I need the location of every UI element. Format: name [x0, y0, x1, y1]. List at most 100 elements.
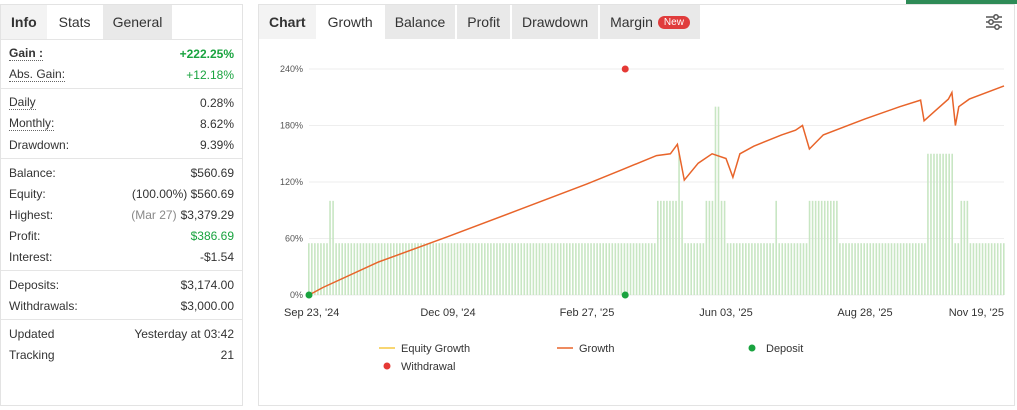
withdrawals-value: $3,000.00 [180, 298, 234, 313]
deposit-bar [717, 106, 720, 296]
deposit-bar [881, 243, 884, 295]
gain-label[interactable]: Gain : [9, 45, 44, 61]
deposit-bar [550, 243, 553, 295]
deposit-bar [751, 243, 753, 295]
deposit-bar [781, 243, 784, 295]
deposit-bar [626, 243, 629, 295]
deposit-bar [687, 243, 689, 295]
deposit-bar [514, 243, 516, 295]
deposit-bar [584, 243, 586, 295]
deposit-bar [984, 243, 987, 295]
x-tick-label: Feb 27, '25 [560, 307, 615, 319]
deposit-bar [438, 243, 441, 295]
deposit-bar [462, 243, 465, 295]
monthly-label[interactable]: Monthly: [9, 115, 55, 131]
deposit-bar [693, 243, 696, 295]
deposit-bar [741, 243, 744, 295]
deposit-bar [820, 200, 823, 295]
deposit-bar [644, 243, 647, 295]
deposit-bar [884, 243, 887, 295]
daily-label[interactable]: Daily [9, 94, 36, 110]
deposit-bar [529, 243, 532, 295]
deposit-bar [553, 243, 556, 295]
tab-info[interactable]: Info [1, 5, 47, 39]
deposit-bar [772, 243, 774, 295]
deposit-bar [936, 153, 938, 295]
deposit-bar [857, 243, 859, 295]
deposit-bar [796, 243, 799, 295]
tab-drawdown[interactable]: Drawdown [511, 5, 599, 39]
legend-label: Equity Growth [401, 343, 470, 355]
deposit-bar [587, 243, 589, 295]
tab-margin-label: Margin [610, 14, 653, 30]
profit-row: Profit: $386.69 [1, 225, 242, 246]
drawdown-row: Drawdown: 9.39% [1, 134, 242, 155]
deposit-bar [666, 200, 668, 295]
deposit-bar [453, 243, 456, 295]
tab-profit[interactable]: Profit [457, 5, 510, 39]
deposit-bar [617, 243, 620, 295]
deposit-bar [383, 243, 386, 295]
deposit-bar [933, 153, 935, 295]
tab-chart[interactable]: Chart [259, 5, 316, 39]
deposit-bar [547, 243, 550, 295]
deposit-bar [569, 243, 571, 295]
tab-balance[interactable]: Balance [384, 5, 456, 39]
tracking-row: Tracking 21 [1, 344, 242, 365]
tab-margin[interactable]: Margin New [600, 5, 700, 39]
deposit-bar [653, 243, 656, 295]
deposit-bar [517, 243, 520, 295]
y-tick-label: 180% [280, 121, 303, 131]
deposit-bar [921, 243, 923, 295]
deposit-bar [702, 243, 705, 295]
deposit-bar [562, 243, 565, 295]
tab-stats[interactable]: Stats [48, 5, 101, 39]
deposit-bar [380, 243, 383, 295]
deposit-bar [441, 243, 444, 295]
equity-row: Equity: (100.00%) $560.69 [1, 183, 242, 204]
deposit-bar [359, 243, 362, 295]
deposit-bar [365, 243, 368, 295]
deposit-bar [544, 243, 547, 295]
x-tick-label: Sep 23, '24 [284, 307, 339, 319]
deposit-bar [399, 243, 401, 295]
deposit-bar [1003, 243, 1005, 295]
deposit-bar [490, 243, 492, 295]
tab-general[interactable]: General [102, 5, 173, 39]
deposit-bar [738, 243, 741, 295]
deposit-bar [538, 243, 541, 295]
equity-pct: (100.00%) [131, 186, 188, 201]
deposit-bar [471, 243, 474, 295]
abs-gain-label[interactable]: Abs. Gain: [9, 66, 66, 82]
sliders-icon[interactable] [984, 12, 1004, 32]
deposit-bar [848, 243, 850, 295]
chart-grid [309, 68, 1004, 296]
deposit-bar [872, 243, 875, 295]
deposit-bar [532, 243, 535, 295]
deposit-bar [326, 243, 328, 295]
x-tick-label: Dec 09, '24 [420, 307, 475, 319]
deposit-bar [957, 243, 960, 295]
deposit-bar [987, 243, 990, 295]
deposit-bar [784, 243, 787, 295]
deposit-bar [960, 200, 963, 295]
deposit-bar [487, 243, 489, 295]
tab-growth[interactable]: Growth [317, 5, 383, 39]
deposit-bar [526, 243, 529, 295]
deposit-bar [678, 153, 680, 295]
deposit-bar [669, 200, 671, 295]
deposit-bar [663, 200, 665, 295]
deposit-bar [975, 243, 978, 295]
highest-date: (Mar 27) [131, 207, 177, 222]
deposit-bar [930, 153, 932, 295]
deposit-bar [405, 243, 407, 295]
interest-row: Interest: -$1.54 [1, 246, 242, 267]
deposit-bar [502, 243, 504, 295]
deposit-bar [657, 200, 659, 295]
legend-label: Growth [579, 343, 614, 355]
deposit-bar [814, 200, 817, 295]
chart-legend: Equity Growth Growth Deposit Withdrawal [379, 343, 803, 373]
deposit-bar [851, 243, 853, 295]
deposit-bar [420, 243, 422, 295]
deposit-bar [311, 243, 313, 295]
